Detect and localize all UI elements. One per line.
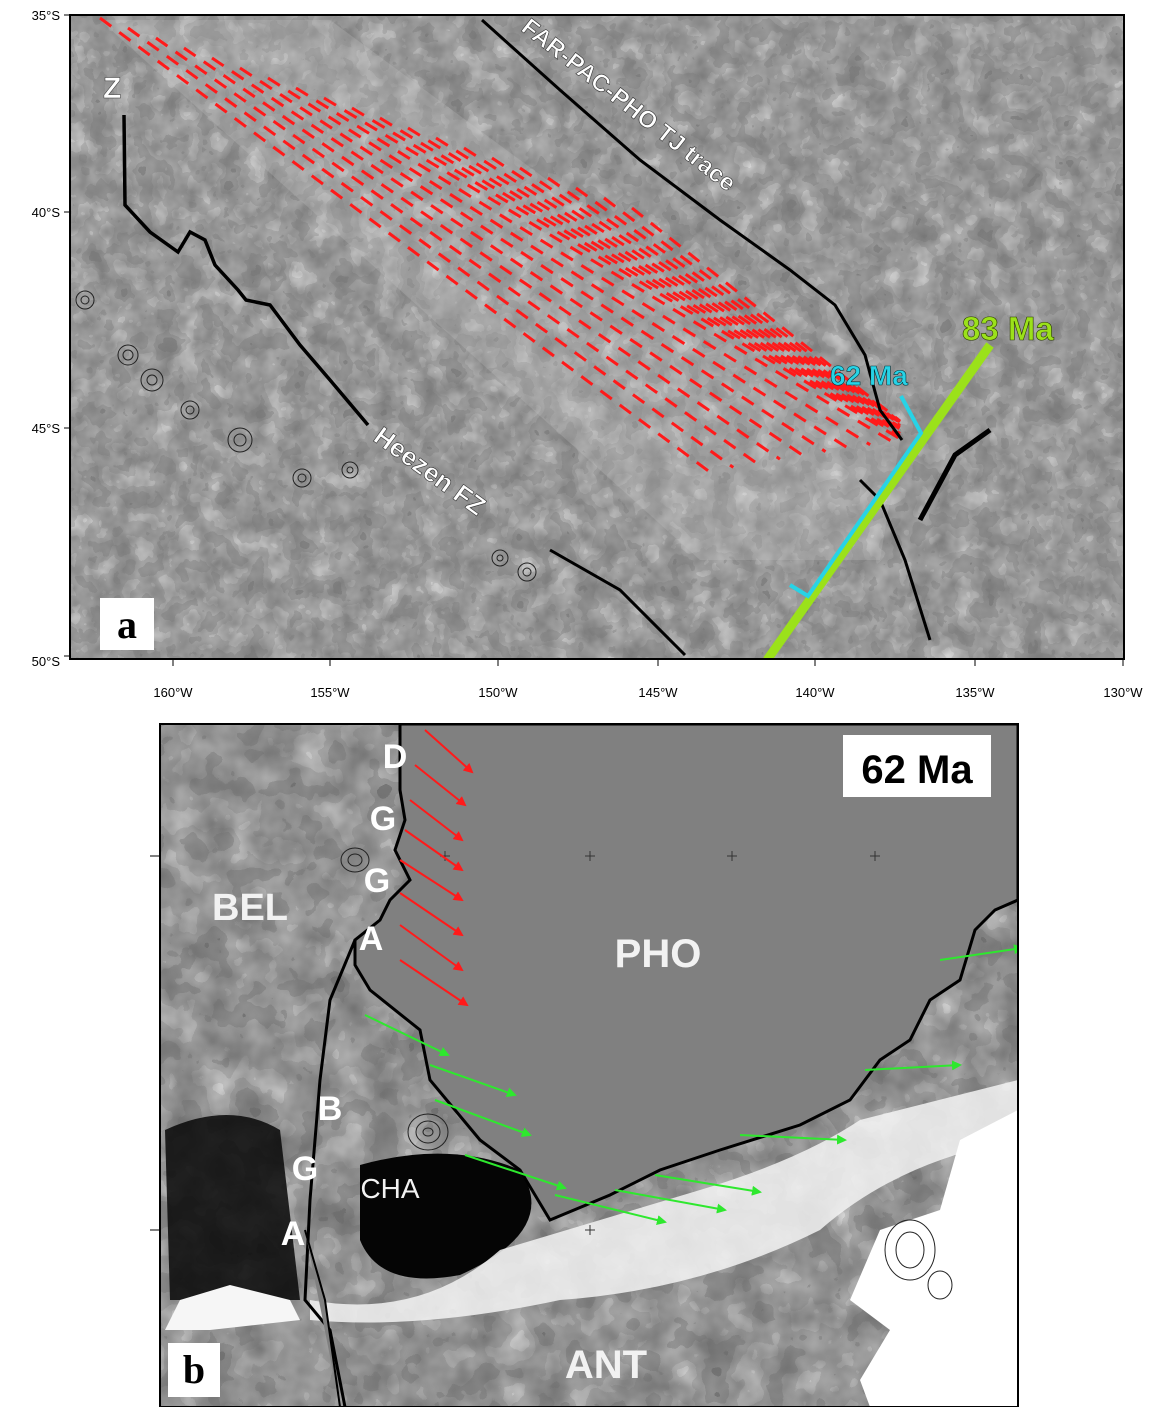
- lineation-dash-line: [463, 146, 901, 431]
- green-motion-arrows: [364, 944, 1018, 1225]
- green-arrow: [364, 1014, 450, 1057]
- lat-tick-label: 50°S: [32, 654, 61, 669]
- label-letter-g: G: [292, 1150, 318, 1188]
- panel-b-side-ticks: [150, 855, 160, 1231]
- panel-b-frame: [159, 723, 1019, 1407]
- label-letter-a: A: [281, 1215, 306, 1253]
- lon-tick-label: 130°W: [1103, 685, 1143, 700]
- panel-b-letter: b: [183, 1347, 205, 1392]
- cha-sliver: [304, 1229, 341, 1407]
- lineation-band: [100, 20, 900, 560]
- green-arrow: [434, 1099, 532, 1137]
- lineation-dash-line: [155, 36, 758, 465]
- dark-basin-cha: [360, 1153, 532, 1279]
- green-arrow: [739, 1134, 847, 1145]
- panel-b: BEL PHO CHA ANT D G G A B G A 62 Ma b: [150, 723, 1019, 1407]
- red-arrow: [399, 924, 464, 972]
- label-pho: PHO: [615, 932, 702, 976]
- label-letter-a: A: [359, 920, 384, 958]
- lineation-dash-line: [379, 116, 901, 438]
- panel-a-letter: a: [117, 602, 137, 647]
- lat-tick-label: 45°S: [32, 421, 61, 436]
- lineation-dash-line: [435, 136, 901, 433]
- lon-tick-label: 155°W: [310, 685, 350, 700]
- lon-tick-label: 150°W: [478, 685, 518, 700]
- red-arrow: [399, 859, 464, 902]
- green-arrow: [864, 1060, 962, 1071]
- green-arrow: [554, 1194, 667, 1225]
- lat-axis: 35°S 40°S 45°S 50°S: [32, 8, 70, 669]
- green-arrow: [429, 1064, 517, 1098]
- lineation-dash-line: [603, 196, 901, 424]
- dark-trough: [917, 427, 992, 522]
- isochron-83ma: [763, 342, 994, 659]
- seamount-contours: [75, 290, 537, 582]
- lineation-dash-line: [407, 126, 901, 435]
- lat-tick-label: 35°S: [32, 8, 61, 23]
- lineation-dash-line: [127, 26, 735, 469]
- label-62ma: 62 Ma: [830, 360, 908, 391]
- label-bel: BEL: [212, 887, 288, 929]
- isochron-62ma: [788, 395, 924, 599]
- lon-axis: 160°W 155°W 150°W 145°W 140°W 135°W 130°…: [153, 659, 1143, 700]
- tj-trace-line: [480, 18, 904, 441]
- white-patch-west: [165, 1285, 300, 1330]
- green-arrow: [464, 1154, 567, 1191]
- pho-plate: [353, 724, 1018, 1222]
- dark-basin-west: [165, 1115, 300, 1300]
- lineation-dash-line: [99, 16, 711, 474]
- red-arrow: [414, 764, 467, 807]
- label-letter-d: D: [383, 738, 408, 776]
- lineation-dash-line: [575, 186, 901, 425]
- lineation-dash-line: [323, 96, 893, 443]
- lon-tick-label: 160°W: [153, 685, 193, 700]
- lineation-dash-line: [295, 86, 871, 447]
- red-motion-arrows: [399, 729, 474, 1007]
- label-ant: ANT: [565, 1343, 647, 1387]
- red-arrow: [399, 959, 469, 1007]
- lat-tick-label: 40°S: [32, 205, 61, 220]
- lineation-dash-line: [267, 76, 849, 450]
- lineation-dash-line: [519, 166, 901, 427]
- green-arrow: [614, 1189, 727, 1214]
- heezen-fz-line: [549, 548, 687, 657]
- red-arrow: [399, 892, 464, 937]
- red-dashed-lineations: [99, 16, 901, 474]
- panel-b-letter-box: [168, 1343, 220, 1397]
- label-z: Z: [103, 72, 121, 105]
- grid-crosses: [440, 851, 880, 1235]
- fracture-zone-west: [122, 114, 370, 427]
- label-letter-g: G: [370, 800, 396, 838]
- panel-a-frame: [69, 14, 1125, 660]
- lineation-dash-line: [631, 206, 901, 423]
- red-arrow: [404, 829, 464, 872]
- lineation-dash-line: [183, 46, 781, 461]
- red-arrow: [424, 729, 474, 774]
- lineation-dash-line: [239, 66, 827, 453]
- seamount-contours-b: [340, 847, 953, 1300]
- lon-tick-label: 140°W: [795, 685, 835, 700]
- panel-a-letter-box: [100, 598, 154, 650]
- label-cha: CHA: [360, 1173, 419, 1204]
- label-letter-g: G: [364, 862, 390, 900]
- age-label: 62 Ma: [861, 748, 973, 792]
- green-arrow: [654, 1174, 762, 1196]
- lon-tick-label: 145°W: [638, 685, 678, 700]
- green-arrow: [939, 944, 1018, 961]
- label-letter-b: B: [318, 1090, 343, 1128]
- panel-a: a Z FAR-PAC-PHO TJ trace Heezen FZ 83 Ma…: [32, 8, 1144, 700]
- label-83ma: 83 Ma: [962, 310, 1054, 347]
- red-arrow: [409, 799, 464, 842]
- age-box: [843, 735, 991, 797]
- lon-tick-label: 135°W: [955, 685, 995, 700]
- lineation-dash-line: [351, 106, 901, 441]
- fracture-zone-east: [858, 478, 932, 641]
- lineation-dash-line: [491, 156, 901, 429]
